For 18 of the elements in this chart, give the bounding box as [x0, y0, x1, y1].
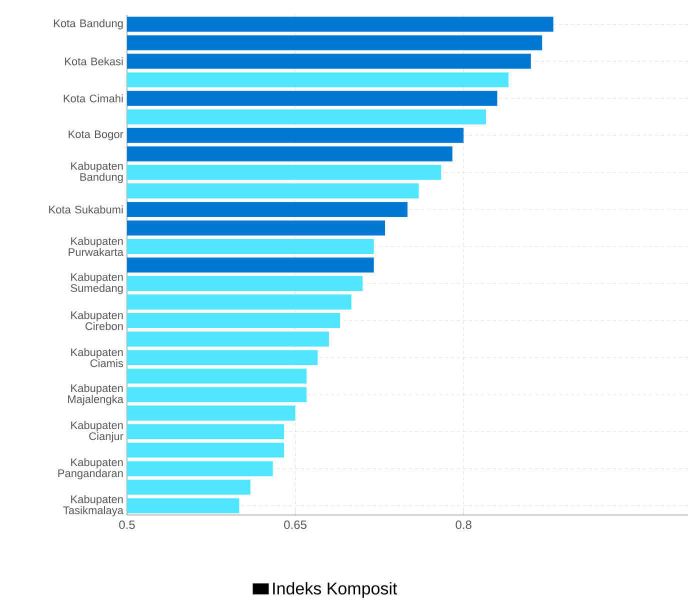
y-tick-label: Kabupaten Pangandaran: [58, 458, 123, 480]
y-tick-label: Kota Bekasi: [65, 57, 123, 66]
x-tick-label: 0.8: [456, 520, 472, 530]
text: Indeks Komposit: [273, 582, 398, 598]
x-tick-label: 0.65: [284, 520, 306, 530]
y-tick-label: Kota Sukabumi: [49, 205, 123, 214]
y-tick-label: Kabupaten Cirebon: [71, 311, 123, 330]
y-tick-label: Kabupaten Ciamis: [71, 348, 124, 368]
y-tick-label: Kabupaten Sumedang: [70, 272, 123, 294]
y-tick-label: Kabupaten Purwakarta: [68, 236, 124, 256]
y-tick-label: Kota Bandung: [54, 19, 123, 30]
y-tick-label: Kabupaten Tasikmalaya: [63, 495, 124, 516]
y-tick-label: Kabupaten Cianjur: [71, 421, 124, 442]
y-tick-label: Kota Bogor: [68, 130, 124, 140]
y-tick-label: Kota Cimahi: [64, 94, 123, 102]
y-tick-label: Kabupaten Majalengka: [68, 384, 124, 406]
x-tick-label: 0.5: [119, 520, 135, 530]
y-tick-label: Kabupaten Bandung: [71, 162, 123, 184]
